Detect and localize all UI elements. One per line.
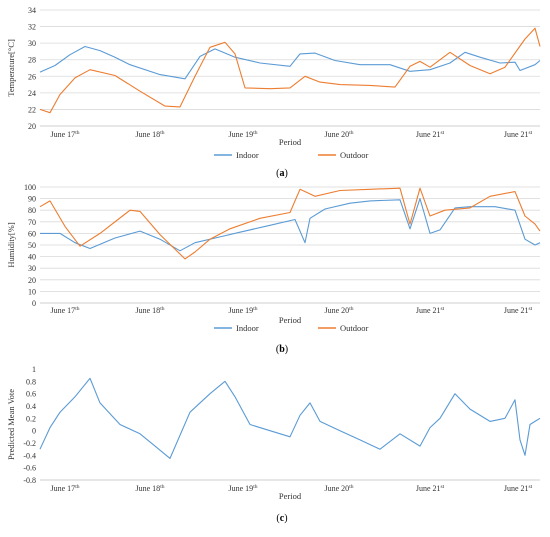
y-tick-label: 70 [28, 218, 36, 227]
series-line-indoor [39, 45, 541, 80]
y-tick-label: 0.6 [26, 390, 36, 399]
legend-label-outdoor: Outdoor [340, 150, 369, 160]
y-tick-label: 22 [28, 105, 36, 114]
x-tick-label: June 19th [229, 306, 258, 315]
x-tick-label: June 21st [504, 306, 533, 315]
chart-panel-a: 20 22 24 26 28 30 32 34 June 17th June 18th June 1… [6, 6, 541, 179]
y-tick-label: -0.8 [23, 476, 36, 485]
x-tick-label: June 17th [51, 484, 80, 493]
y-tick-label: -0.6 [23, 464, 36, 473]
panel-caption: (c) [276, 513, 287, 524]
series-line-pmv [39, 377, 541, 459]
y-tick-label: -0.2 [23, 439, 36, 448]
y-tick-label: 32 [28, 23, 36, 32]
y-tick-label: -0.4 [23, 451, 36, 460]
chart-panel-c: -0.8 -0.6 -0.4 -0.2 0 0.2 0.4 0.6 0.8 1 June 17th J… [6, 365, 541, 524]
y-tick-label: 0.4 [26, 402, 36, 411]
y-tick-label: 80 [28, 206, 36, 215]
x-tick-label: June 17th [51, 306, 80, 315]
y-axis-label: Temperature[°C] [6, 39, 16, 97]
y-tick-label: 20 [28, 276, 36, 285]
y-tick-label: 10 [28, 287, 36, 296]
x-tick-label: June 20th [325, 306, 354, 315]
x-tick-label: June 19th [229, 130, 258, 139]
y-tick-label: 34 [28, 6, 36, 15]
y-tick-label: 90 [28, 195, 36, 204]
y-tick-label: 0.8 [26, 377, 36, 386]
y-tick-label: 20 [28, 122, 36, 131]
series-line-outdoor [39, 27, 541, 114]
x-tick-label: June 18th [136, 130, 165, 139]
panel-caption: (a) [276, 168, 288, 179]
legend-label-indoor: Indoor [236, 323, 259, 333]
panel-caption: (b) [276, 344, 288, 355]
y-tick-label: 0 [32, 427, 36, 436]
y-tick-label: 28 [28, 56, 36, 65]
y-tick-label: 26 [28, 72, 36, 81]
series-line-outdoor [39, 187, 541, 260]
x-tick-label: June 19th [229, 484, 258, 493]
x-tick-label: June 21st [504, 130, 533, 139]
x-tick-label: June 18th [136, 306, 165, 315]
chart-panel-b: 0 10 20 30 40 50 60 70 80 90 100 June 17th June 18th… [6, 183, 541, 355]
x-tick-label: June 20th [325, 130, 354, 139]
x-tick-label: June 21st [416, 484, 445, 493]
y-tick-label: 60 [28, 229, 36, 238]
y-tick-label: 50 [28, 241, 36, 250]
legend-label-outdoor: Outdoor [340, 323, 369, 333]
y-tick-label: 100 [24, 183, 36, 192]
x-axis-label: Period [279, 491, 302, 501]
x-tick-label: June 21st [416, 306, 445, 315]
y-tick-label: 40 [28, 253, 36, 262]
y-tick-label: 0.2 [26, 414, 36, 423]
y-tick-label: 30 [28, 39, 36, 48]
y-tick-label: 0 [32, 299, 36, 308]
y-tick-label: 1 [32, 365, 36, 374]
x-tick-label: June 18th [136, 484, 165, 493]
x-axis-label: Period [279, 137, 302, 147]
x-tick-label: June 21st [416, 130, 445, 139]
y-axis-label: Humidity[%] [6, 222, 16, 267]
y-tick-label: 24 [28, 89, 36, 98]
x-tick-label: June 21st [504, 484, 533, 493]
y-tick-label: 30 [28, 264, 36, 273]
y-axis-label: Predicted Mean Vote [6, 389, 16, 460]
series-line-indoor [40, 198, 541, 252]
x-tick-label: June 17th [51, 130, 80, 139]
x-axis-label: Period [279, 315, 302, 325]
legend-label-indoor: Indoor [236, 150, 259, 160]
x-tick-label: June 20th [325, 484, 354, 493]
